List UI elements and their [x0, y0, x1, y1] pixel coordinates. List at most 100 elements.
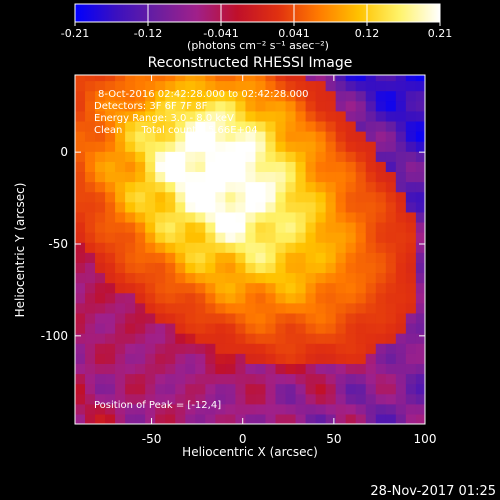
heatmap-cell	[225, 191, 237, 203]
heatmap-cell	[75, 191, 86, 203]
heatmap-cell	[215, 171, 226, 183]
heatmap-cell	[315, 221, 327, 233]
heatmap-cell	[355, 242, 367, 253]
heatmap-cell	[95, 110, 106, 122]
heatmap-cell	[315, 373, 327, 385]
heatmap-cell	[335, 262, 347, 274]
heatmap-cell	[355, 181, 367, 193]
heatmap-cell	[295, 373, 307, 385]
heatmap-cell	[195, 221, 206, 233]
heatmap-cell	[145, 353, 156, 364]
heatmap-cell	[315, 383, 327, 395]
heatmap-cell	[355, 221, 367, 233]
heatmap-cell	[355, 252, 367, 263]
heatmap-cell	[215, 333, 226, 344]
heatmap-cell	[285, 262, 297, 274]
heatmap-cell	[245, 403, 257, 415]
heatmap-cell	[415, 242, 425, 253]
heatmap-cell	[275, 373, 287, 385]
heatmap-cell	[255, 221, 267, 233]
heatmap-cell	[375, 80, 387, 92]
heatmap-cell	[155, 322, 166, 334]
heatmap-cell	[155, 75, 166, 82]
heatmap-cell	[355, 292, 367, 304]
heatmap-cell	[285, 75, 297, 82]
heatmap-cell	[325, 191, 337, 203]
heatmap-cell	[325, 333, 337, 344]
heatmap-cell	[305, 302, 317, 314]
heatmap-cell	[75, 80, 86, 92]
heatmap-cell	[275, 312, 287, 324]
heatmap-cell	[415, 75, 425, 82]
heatmap-cell	[235, 403, 247, 415]
heatmap-cell	[205, 413, 216, 424]
heatmap-cell	[315, 292, 327, 304]
heatmap-cell	[235, 292, 247, 304]
heatmap-cell	[305, 131, 317, 142]
heatmap-cell	[235, 333, 247, 344]
heatmap-cell	[115, 363, 126, 375]
heatmap-cell	[215, 312, 226, 324]
heatmap-cell	[145, 171, 156, 183]
heatmap-cell	[155, 302, 166, 314]
heatmap-cell	[415, 191, 425, 203]
heatmap-cell	[235, 322, 247, 334]
heatmap-cell	[395, 90, 407, 102]
heatmap-cell	[115, 373, 126, 385]
heatmap-cell	[325, 151, 337, 162]
heatmap-cell	[345, 161, 357, 173]
heatmap-cell	[175, 232, 186, 243]
heatmap-cell	[275, 191, 287, 203]
heatmap-cell	[195, 322, 206, 334]
heatmap-cell	[115, 252, 126, 263]
heatmap-cell	[125, 343, 136, 354]
heatmap-cell	[205, 211, 216, 223]
heatmap-cell	[205, 90, 216, 102]
heatmap-cell	[195, 211, 206, 223]
heatmap-cell	[115, 292, 126, 304]
heatmap-cell	[255, 181, 267, 193]
heatmap-cell	[405, 100, 417, 112]
heatmap-cell	[395, 80, 407, 92]
heatmap-cell	[85, 181, 96, 193]
heatmap-cell	[385, 282, 397, 294]
heatmap-cell	[245, 191, 257, 203]
heatmap-cell	[415, 151, 425, 162]
heatmap-cell	[325, 100, 337, 112]
x-tick-label: 100	[414, 432, 437, 446]
heatmap-cell	[285, 393, 297, 405]
heatmap-cell	[345, 151, 357, 162]
heatmap-cell	[275, 161, 287, 173]
heatmap-cell	[315, 120, 327, 132]
heatmap-cell	[195, 201, 206, 213]
heatmap-cell	[135, 211, 146, 223]
heatmap-cell	[135, 171, 146, 183]
y-tick-label: -100	[41, 329, 68, 343]
heatmap-cell	[365, 100, 377, 112]
heatmap-cell	[275, 242, 287, 253]
heatmap-cell	[335, 282, 347, 294]
heatmap-cell	[255, 201, 267, 213]
heatmap-cell	[105, 181, 116, 193]
heatmap-cell	[145, 322, 156, 334]
heatmap-cell	[315, 282, 327, 294]
heatmap-cell	[195, 161, 206, 173]
heatmap-cell	[115, 383, 126, 395]
heatmap-cell	[395, 191, 407, 203]
heatmap-cell	[365, 211, 377, 223]
heatmap-cell	[135, 80, 146, 92]
heatmap-cell	[175, 252, 186, 263]
heatmap-cell	[285, 120, 297, 132]
heatmap-cell	[215, 373, 226, 385]
heatmap-cell	[105, 252, 116, 263]
heatmap-cell	[125, 181, 136, 193]
heatmap-cell	[235, 353, 247, 364]
heatmap-cell	[205, 131, 216, 142]
heatmap-cell	[305, 161, 317, 173]
heatmap-cell	[165, 100, 176, 112]
heatmap-cell	[125, 282, 136, 294]
plot-area: -50 0 50 100 0 -50 -100	[41, 74, 437, 446]
heatmap-cell	[305, 120, 317, 132]
heatmap-cell	[175, 171, 186, 183]
heatmap-cell	[355, 131, 367, 142]
